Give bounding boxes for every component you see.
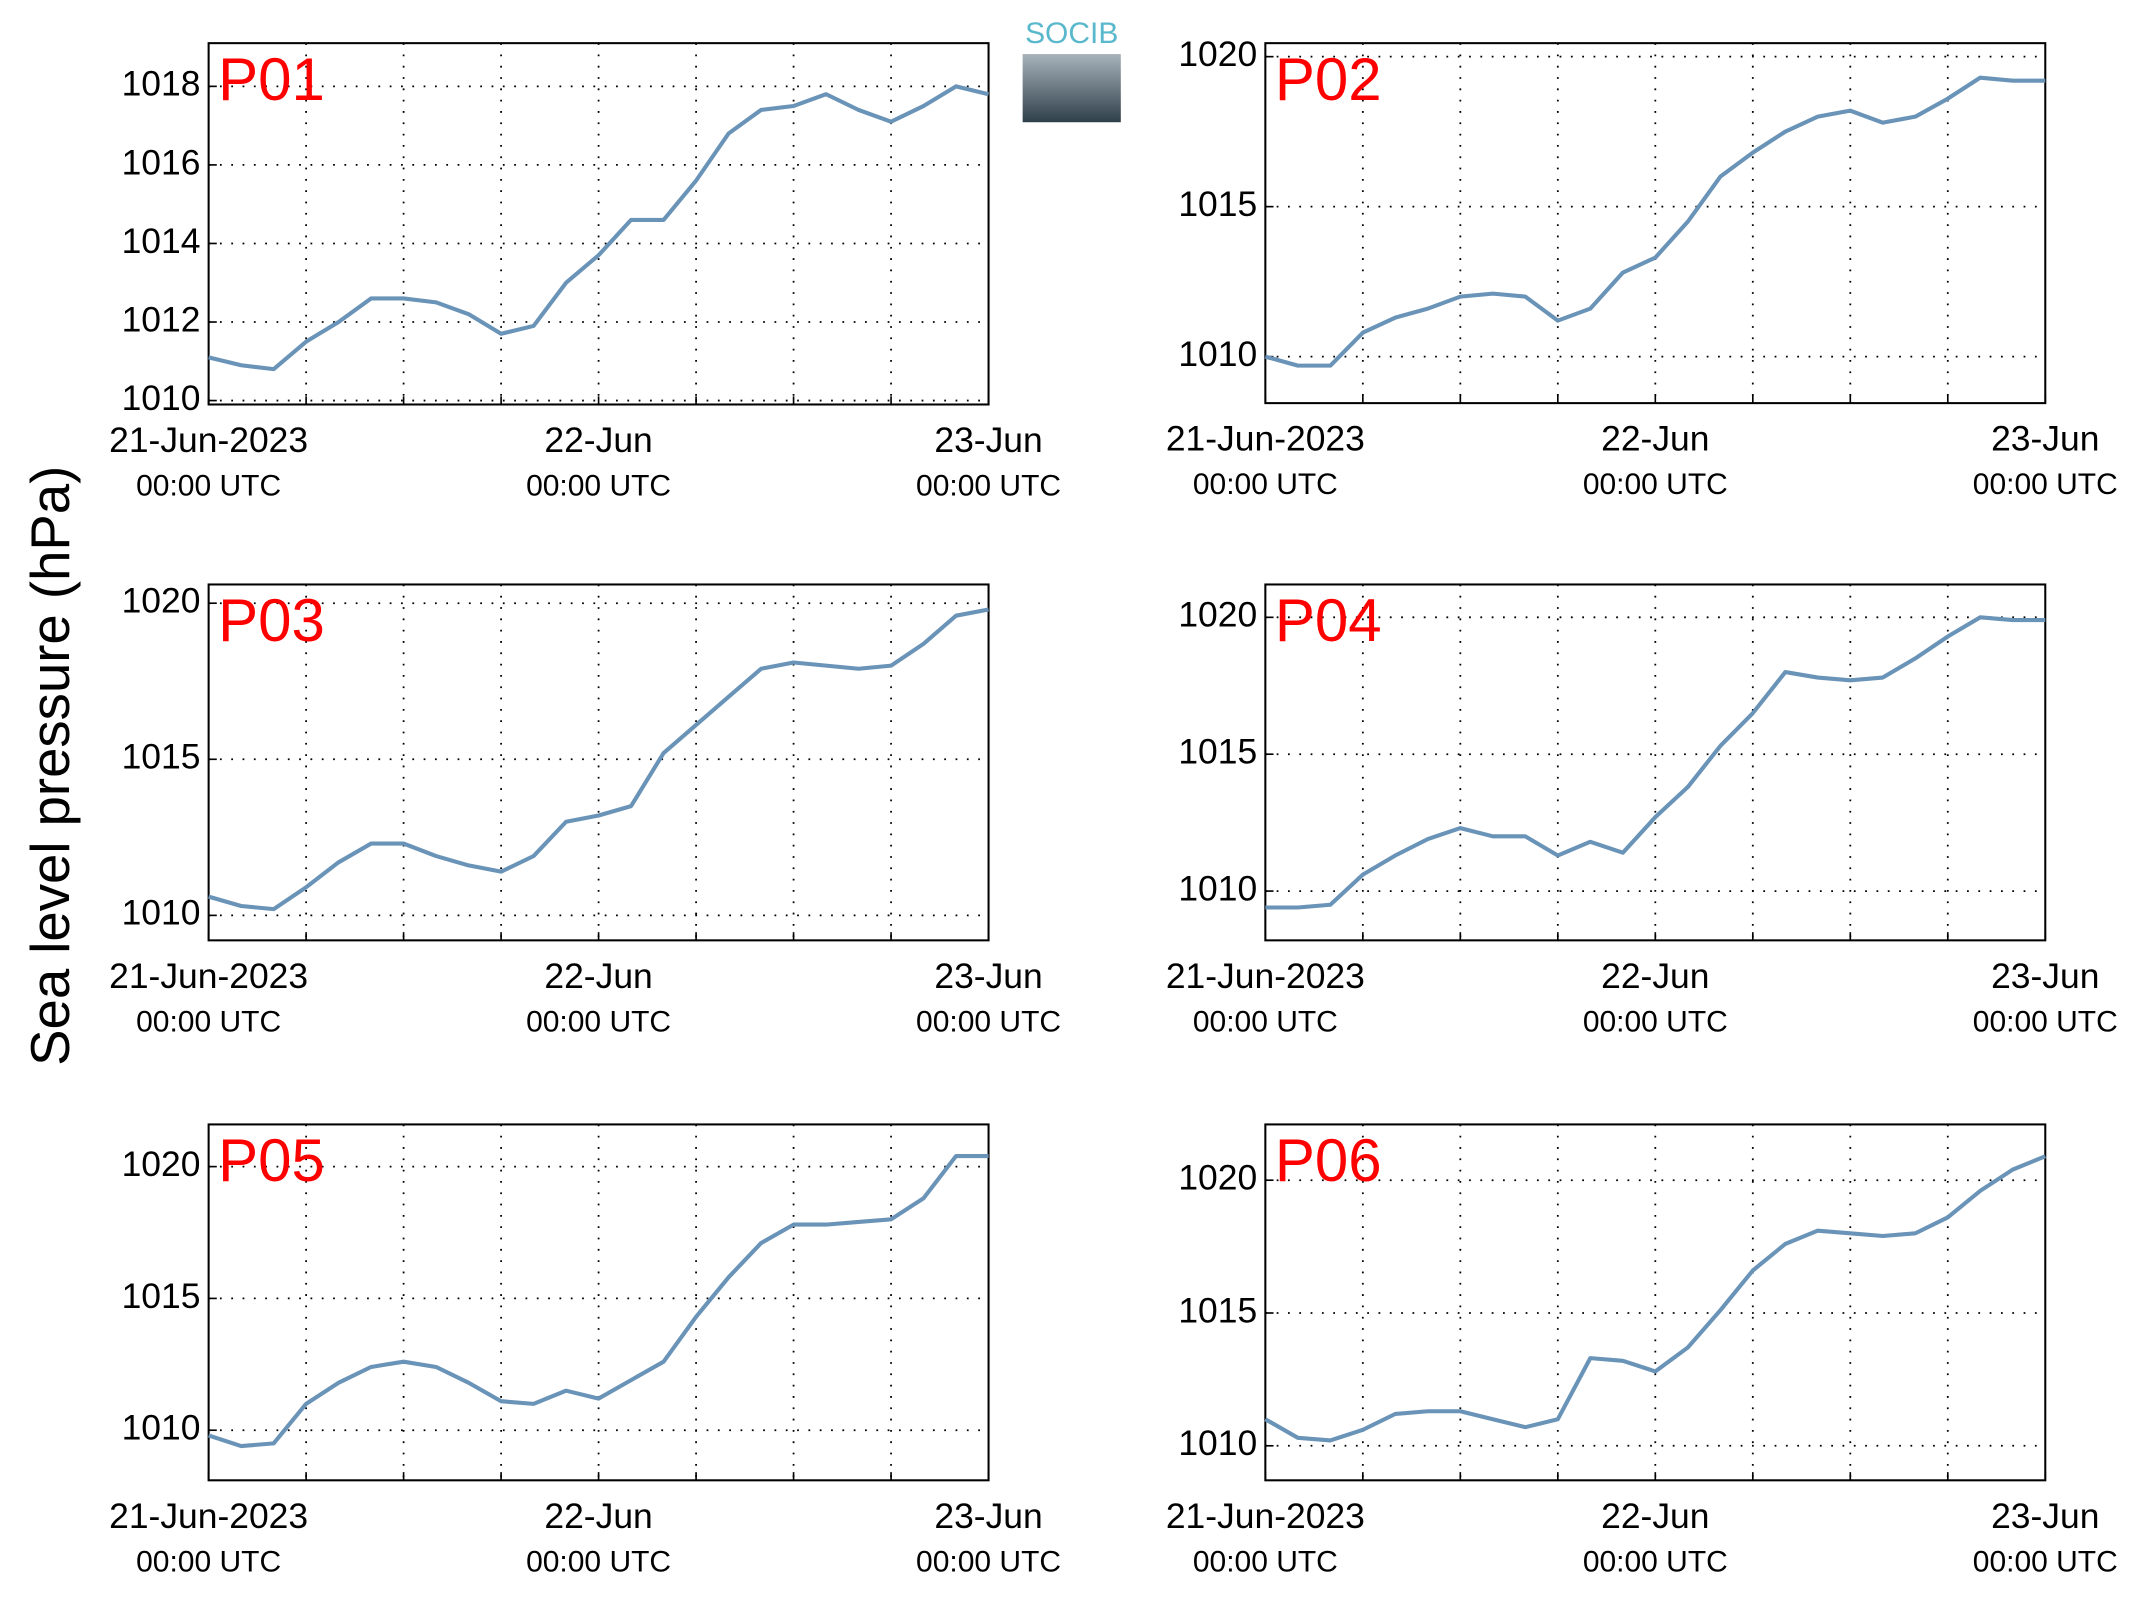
y-tick-label: 1016 <box>122 142 201 182</box>
x-tick-label: 23-Jun <box>1991 956 2099 996</box>
y-tick-label: 1010 <box>1178 1423 1257 1463</box>
y-tick-label: 1010 <box>122 893 201 933</box>
x-tick-sublabel: 00:00 UTC <box>526 1005 671 1038</box>
logo-text: SOCIB <box>1025 17 1118 50</box>
x-tick-label: 23-Jun <box>1991 419 2099 459</box>
y-tick-label: 1015 <box>1178 1290 1257 1330</box>
x-tick-sublabel: 00:00 UTC <box>136 1005 281 1038</box>
x-tick-sublabel: 00:00 UTC <box>136 470 281 503</box>
y-tick-label: 1020 <box>122 581 201 621</box>
panel: 1010 1015 1020 21-Jun-2023 00:00 UTC 22-Jun 00… <box>1166 1123 2118 1578</box>
y-tick-label: 1010 <box>122 1408 201 1448</box>
panel: 1010 1015 1020 21-Jun-2023 00:00 UTC 22-Jun 00… <box>109 581 1061 1039</box>
data-line <box>1264 75 2046 368</box>
y-tick-label: 1010 <box>1178 868 1257 908</box>
x-tick-label: 22-Jun <box>544 1496 652 1536</box>
x-tick-sublabel: 00:00 UTC <box>1973 1545 2118 1578</box>
x-tick-label: 23-Jun <box>934 956 1042 996</box>
plot-frame <box>1264 583 2047 942</box>
x-tick-label: 21-Jun-2023 <box>1166 1496 1365 1536</box>
x-tick-sublabel: 00:00 UTC <box>1973 468 2118 501</box>
x-tick-sublabel: 00:00 UTC <box>1973 1005 2118 1038</box>
y-tick-label: 1010 <box>1178 334 1257 374</box>
y-tick-label: 1014 <box>122 221 201 261</box>
x-tick-label: 21-Jun-2023 <box>109 1496 308 1536</box>
x-tick-sublabel: 00:00 UTC <box>1193 468 1338 501</box>
x-tick-sublabel: 00:00 UTC <box>526 1545 671 1578</box>
data-line <box>1265 615 2046 910</box>
y-tick-label: 1020 <box>1178 595 1257 635</box>
x-tick-label: 22-Jun <box>544 420 652 460</box>
data-line <box>208 84 990 372</box>
y-tick-label: 1015 <box>1178 732 1257 772</box>
x-tick-label: 22-Jun <box>1601 956 1709 996</box>
y-tick-label: 1020 <box>122 1144 201 1184</box>
x-tick-label: 23-Jun <box>1991 1496 2099 1536</box>
x-tick-label: 22-Jun <box>544 956 652 996</box>
x-tick-sublabel: 00:00 UTC <box>916 1005 1061 1038</box>
x-tick-label: 22-Jun <box>1601 1496 1709 1536</box>
y-tick-label: 1018 <box>122 64 201 104</box>
x-tick-sublabel: 00:00 UTC <box>1193 1545 1338 1578</box>
x-tick-sublabel: 00:00 UTC <box>916 470 1061 503</box>
panel-title: P01 <box>218 46 325 113</box>
data-line <box>208 607 989 912</box>
x-tick-sublabel: 00:00 UTC <box>1193 1005 1338 1038</box>
panel-title: P02 <box>1275 46 1382 113</box>
panel: 1010 1015 1020 21-Jun-2023 00:00 UTC 22-Jun 00… <box>109 1123 1061 1578</box>
x-tick-label: 23-Jun <box>934 1496 1042 1536</box>
y-tick-label: 1015 <box>122 1276 201 1316</box>
panel-title: P05 <box>218 1127 325 1194</box>
data-line <box>207 1154 989 1449</box>
x-tick-label: 22-Jun <box>1601 419 1709 459</box>
y-tick-label: 1015 <box>1178 184 1257 224</box>
x-tick-label: 21-Jun-2023 <box>1166 419 1365 459</box>
x-tick-label: 21-Jun-2023 <box>1166 956 1365 996</box>
panel: 1010 1012 1014 1016 1018 21-Jun-2023 00:00 UTC… <box>109 42 1061 503</box>
panel: 1010 1015 1020 21-Jun-2023 00:00 UTC 22-Jun 00… <box>1166 583 2118 1038</box>
y-tick-label: 1020 <box>1178 1158 1257 1198</box>
panel-title: P06 <box>1275 1127 1382 1194</box>
y-tick-label: 1012 <box>122 299 201 339</box>
panel: 1010 1015 1020 21-Jun-2023 00:00 UTC 22-Jun 00… <box>1166 34 2118 501</box>
plot-frame <box>207 583 990 942</box>
x-tick-sublabel: 00:00 UTC <box>136 1545 281 1578</box>
plot-frame <box>1264 42 2047 405</box>
plot-frame <box>207 42 990 406</box>
y-axis-label: Sea level pressure (hPa) <box>20 466 81 1066</box>
data-line <box>1264 1154 2047 1443</box>
panel-title: P04 <box>1275 587 1382 654</box>
x-tick-label: 21-Jun-2023 <box>109 956 308 996</box>
x-tick-sublabel: 00:00 UTC <box>526 470 671 503</box>
x-tick-sublabel: 00:00 UTC <box>1583 1545 1728 1578</box>
y-tick-label: 1010 <box>122 378 201 418</box>
logo: SOCIB <box>1022 17 1121 123</box>
plot-frame <box>1264 1123 2047 1482</box>
x-tick-label: 21-Jun-2023 <box>109 420 308 460</box>
y-tick-label: 1015 <box>122 737 201 777</box>
panel-title: P03 <box>218 587 325 654</box>
plot-frame <box>207 1123 990 1482</box>
x-tick-sublabel: 00:00 UTC <box>1583 1005 1728 1038</box>
x-tick-label: 23-Jun <box>934 420 1042 460</box>
y-tick-label: 1020 <box>1178 34 1257 74</box>
x-tick-sublabel: 00:00 UTC <box>916 1545 1061 1578</box>
logo-box <box>1022 54 1121 123</box>
x-tick-sublabel: 00:00 UTC <box>1583 468 1728 501</box>
